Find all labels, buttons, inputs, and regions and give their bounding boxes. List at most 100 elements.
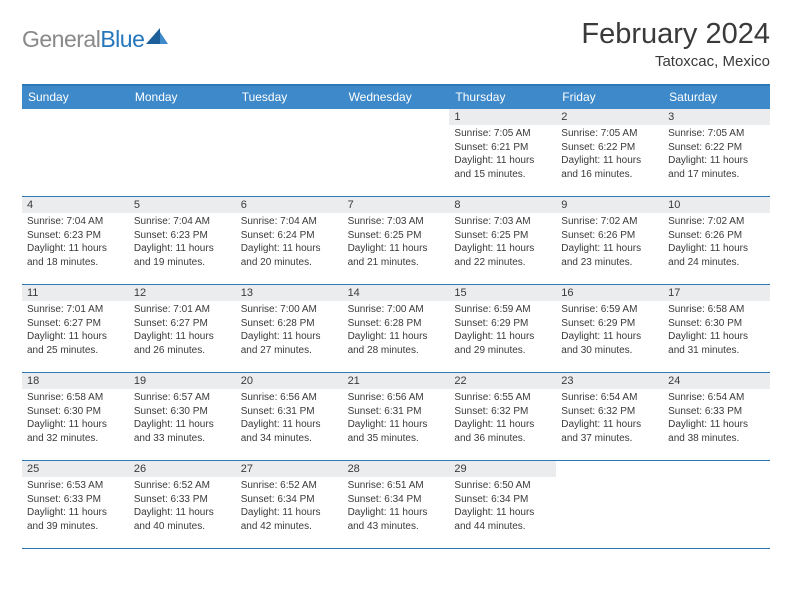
cell-date: 4 (22, 197, 129, 213)
cell-date: 15 (449, 285, 556, 301)
daylight-line: Daylight: 11 hours and 17 minutes. (668, 154, 765, 181)
cell-date: 22 (449, 373, 556, 389)
daylight-line: Daylight: 11 hours and 30 minutes. (561, 330, 658, 357)
cell-body: Sunrise: 7:01 AMSunset: 6:27 PMDaylight:… (129, 301, 236, 361)
sunset-line: Sunset: 6:22 PM (668, 141, 765, 155)
day-cell: 2Sunrise: 7:05 AMSunset: 6:22 PMDaylight… (556, 109, 663, 196)
day-header: Wednesday (343, 86, 450, 109)
day-cell (236, 109, 343, 196)
sunrise-line: Sunrise: 7:01 AM (27, 303, 124, 317)
day-header: Friday (556, 86, 663, 109)
cell-body: Sunrise: 7:03 AMSunset: 6:25 PMDaylight:… (449, 213, 556, 273)
cell-date: 23 (556, 373, 663, 389)
day-cell: 4Sunrise: 7:04 AMSunset: 6:23 PMDaylight… (22, 197, 129, 284)
cell-date: 20 (236, 373, 343, 389)
day-cell: 10Sunrise: 7:02 AMSunset: 6:26 PMDayligh… (663, 197, 770, 284)
cell-date: 21 (343, 373, 450, 389)
sunrise-line: Sunrise: 6:58 AM (27, 391, 124, 405)
day-cell: 21Sunrise: 6:56 AMSunset: 6:31 PMDayligh… (343, 373, 450, 460)
location: Tatoxcac, Mexico (581, 53, 770, 70)
cell-body: Sunrise: 6:54 AMSunset: 6:33 PMDaylight:… (663, 389, 770, 449)
cell-body: Sunrise: 6:57 AMSunset: 6:30 PMDaylight:… (129, 389, 236, 449)
cell-body: Sunrise: 7:04 AMSunset: 6:23 PMDaylight:… (22, 213, 129, 273)
sunrise-line: Sunrise: 6:56 AM (348, 391, 445, 405)
day-cell: 16Sunrise: 6:59 AMSunset: 6:29 PMDayligh… (556, 285, 663, 372)
daylight-line: Daylight: 11 hours and 43 minutes. (348, 506, 445, 533)
sunset-line: Sunset: 6:32 PM (454, 405, 551, 419)
day-header: Monday (129, 86, 236, 109)
sunrise-line: Sunrise: 6:58 AM (668, 303, 765, 317)
cell-date: 16 (556, 285, 663, 301)
daylight-line: Daylight: 11 hours and 33 minutes. (134, 418, 231, 445)
sunset-line: Sunset: 6:34 PM (454, 493, 551, 507)
sunset-line: Sunset: 6:26 PM (668, 229, 765, 243)
cell-date: 27 (236, 461, 343, 477)
week-row: 25Sunrise: 6:53 AMSunset: 6:33 PMDayligh… (22, 461, 770, 549)
day-cell: 29Sunrise: 6:50 AMSunset: 6:34 PMDayligh… (449, 461, 556, 548)
cell-body: Sunrise: 7:04 AMSunset: 6:24 PMDaylight:… (236, 213, 343, 273)
day-cell: 1Sunrise: 7:05 AMSunset: 6:21 PMDaylight… (449, 109, 556, 196)
cell-body: Sunrise: 6:54 AMSunset: 6:32 PMDaylight:… (556, 389, 663, 449)
logo-text-blue: Blue (100, 26, 144, 52)
sunset-line: Sunset: 6:34 PM (241, 493, 338, 507)
sunrise-line: Sunrise: 7:04 AM (241, 215, 338, 229)
sunset-line: Sunset: 6:31 PM (241, 405, 338, 419)
daylight-line: Daylight: 11 hours and 31 minutes. (668, 330, 765, 357)
day-cell: 13Sunrise: 7:00 AMSunset: 6:28 PMDayligh… (236, 285, 343, 372)
cell-body: Sunrise: 6:51 AMSunset: 6:34 PMDaylight:… (343, 477, 450, 537)
cell-date: 14 (343, 285, 450, 301)
day-cell: 17Sunrise: 6:58 AMSunset: 6:30 PMDayligh… (663, 285, 770, 372)
cell-body: Sunrise: 6:58 AMSunset: 6:30 PMDaylight:… (22, 389, 129, 449)
sunrise-line: Sunrise: 7:02 AM (668, 215, 765, 229)
cell-date: 6 (236, 197, 343, 213)
day-cell: 12Sunrise: 7:01 AMSunset: 6:27 PMDayligh… (129, 285, 236, 372)
day-cell: 14Sunrise: 7:00 AMSunset: 6:28 PMDayligh… (343, 285, 450, 372)
sunrise-line: Sunrise: 7:00 AM (348, 303, 445, 317)
day-cell: 11Sunrise: 7:01 AMSunset: 6:27 PMDayligh… (22, 285, 129, 372)
sunset-line: Sunset: 6:23 PM (27, 229, 124, 243)
daylight-line: Daylight: 11 hours and 25 minutes. (27, 330, 124, 357)
day-cell: 24Sunrise: 6:54 AMSunset: 6:33 PMDayligh… (663, 373, 770, 460)
sunrise-line: Sunrise: 6:57 AM (134, 391, 231, 405)
daylight-line: Daylight: 11 hours and 39 minutes. (27, 506, 124, 533)
sunrise-line: Sunrise: 7:04 AM (27, 215, 124, 229)
cell-body: Sunrise: 6:53 AMSunset: 6:33 PMDaylight:… (22, 477, 129, 537)
daylight-line: Daylight: 11 hours and 29 minutes. (454, 330, 551, 357)
cell-body: Sunrise: 6:56 AMSunset: 6:31 PMDaylight:… (236, 389, 343, 449)
cell-date: 13 (236, 285, 343, 301)
day-cell: 18Sunrise: 6:58 AMSunset: 6:30 PMDayligh… (22, 373, 129, 460)
logo-text-gray: General (22, 26, 100, 52)
sunrise-line: Sunrise: 6:54 AM (668, 391, 765, 405)
sunrise-line: Sunrise: 6:59 AM (454, 303, 551, 317)
day-cell: 25Sunrise: 6:53 AMSunset: 6:33 PMDayligh… (22, 461, 129, 548)
cell-body: Sunrise: 6:59 AMSunset: 6:29 PMDaylight:… (556, 301, 663, 361)
logo-sail-icon (144, 26, 170, 48)
week-row: 18Sunrise: 6:58 AMSunset: 6:30 PMDayligh… (22, 373, 770, 461)
cell-date: 28 (343, 461, 450, 477)
cell-date: 25 (22, 461, 129, 477)
sunrise-line: Sunrise: 6:53 AM (27, 479, 124, 493)
sunset-line: Sunset: 6:30 PM (27, 405, 124, 419)
daylight-line: Daylight: 11 hours and 36 minutes. (454, 418, 551, 445)
sunrise-line: Sunrise: 7:05 AM (668, 127, 765, 141)
daylight-line: Daylight: 11 hours and 40 minutes. (134, 506, 231, 533)
title-block: February 2024 Tatoxcac, Mexico (581, 18, 770, 70)
cell-body: Sunrise: 7:05 AMSunset: 6:22 PMDaylight:… (556, 125, 663, 185)
cell-date: 3 (663, 109, 770, 125)
sunrise-line: Sunrise: 7:04 AM (134, 215, 231, 229)
day-cell: 19Sunrise: 6:57 AMSunset: 6:30 PMDayligh… (129, 373, 236, 460)
sunrise-line: Sunrise: 6:52 AM (134, 479, 231, 493)
day-cell: 28Sunrise: 6:51 AMSunset: 6:34 PMDayligh… (343, 461, 450, 548)
day-cell: 9Sunrise: 7:02 AMSunset: 6:26 PMDaylight… (556, 197, 663, 284)
sunrise-line: Sunrise: 6:59 AM (561, 303, 658, 317)
cell-date: 19 (129, 373, 236, 389)
cell-body: Sunrise: 6:56 AMSunset: 6:31 PMDaylight:… (343, 389, 450, 449)
header: GeneralBlue February 2024 Tatoxcac, Mexi… (22, 18, 770, 70)
daylight-line: Daylight: 11 hours and 37 minutes. (561, 418, 658, 445)
cell-date: 9 (556, 197, 663, 213)
daylight-line: Daylight: 11 hours and 16 minutes. (561, 154, 658, 181)
cell-body: Sunrise: 6:52 AMSunset: 6:34 PMDaylight:… (236, 477, 343, 537)
daylight-line: Daylight: 11 hours and 44 minutes. (454, 506, 551, 533)
daylight-line: Daylight: 11 hours and 24 minutes. (668, 242, 765, 269)
cell-body: Sunrise: 6:55 AMSunset: 6:32 PMDaylight:… (449, 389, 556, 449)
